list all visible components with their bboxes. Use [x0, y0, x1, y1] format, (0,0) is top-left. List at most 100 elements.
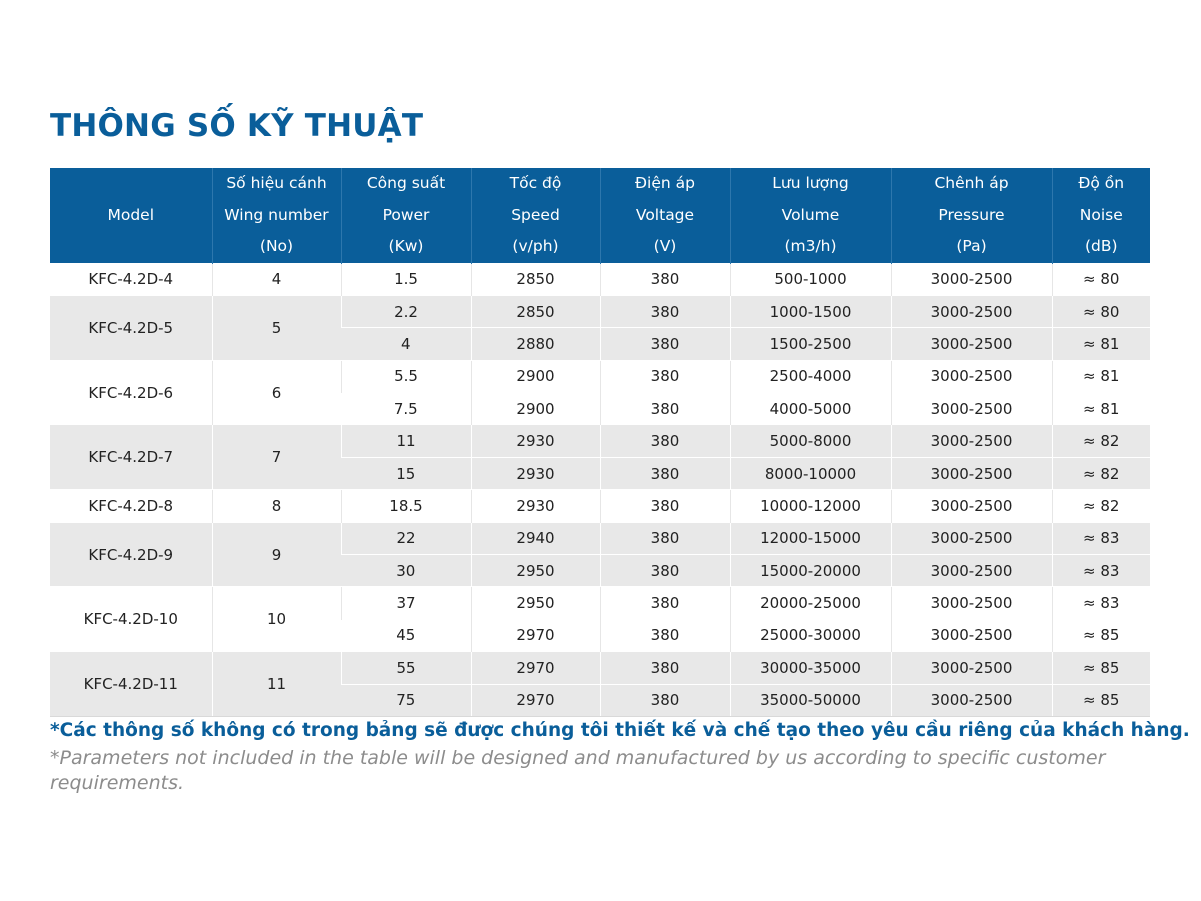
voltage-cell: 380 [599, 521, 730, 555]
speed-cell: 2970 [470, 618, 600, 652]
volume-cell: 5000-8000 [729, 424, 891, 458]
pressure-cell: 3000-2500 [890, 327, 1052, 361]
power-cell: 75 [341, 683, 471, 717]
power-cell: 7.5 [341, 392, 471, 425]
header-volume: Lưu lượng Volume (m3/h) [729, 168, 891, 263]
wing-number-cell: 4 [211, 262, 341, 296]
wing-number-cell: 10 [211, 586, 341, 652]
note-english: *Parameters not included in the table wi… [50, 747, 1106, 794]
header-line: Voltage [635, 205, 695, 224]
table-row: KFC-4.2D-6 6 5.5 2900 380 2500-4000 3000-2500 ≈… [50, 359, 1150, 425]
table-row: 15 2930 380 8000-10000 3000-2500 ≈ 82 [50, 456, 1150, 490]
model-group: KFC-4.2D-8 8 18.5 2930 380 10000-12000 3000-25… [50, 489, 1150, 523]
noise-cell: ≈ 81 [1051, 327, 1150, 361]
model-cell: KFC-4.2D-8 [50, 489, 212, 523]
volume-cell: 1500-2500 [729, 327, 891, 361]
model-group: KFC-4.2D-9 9 22 2940 380 12000-15000 3000-2500… [50, 521, 1150, 587]
table-row: 4 2880 380 1500-2500 3000-2500 ≈ 81 [50, 327, 1150, 361]
model-group: KFC-4.2D-10 10 37 2950 380 20000-25000 3000-25… [50, 586, 1150, 652]
volume-cell: 500-1000 [729, 262, 891, 296]
noise-cell: ≈ 81 [1051, 359, 1150, 393]
header-line: Công suất [366, 174, 446, 192]
header-line: Pressure [938, 205, 1005, 224]
voltage-cell: 380 [599, 456, 730, 490]
noise-cell: ≈ 85 [1051, 651, 1150, 685]
speed-cell: 2970 [470, 651, 600, 685]
model-group: KFC-4.2D-6 6 5.5 2900 380 2500-4000 3000-2500 ≈… [50, 359, 1150, 425]
table-row: 75 2970 380 35000-50000 3000-2500 ≈ 85 [50, 683, 1150, 717]
power-cell: 11 [340, 424, 471, 458]
power-cell: 30 [341, 554, 471, 587]
voltage-cell: 380 [599, 586, 730, 620]
wing-number-cell: 7 [211, 424, 341, 490]
header-line: (V) [653, 237, 677, 255]
model-cell: KFC-4.2D-9 [50, 521, 212, 587]
voltage-cell: 380 [599, 651, 730, 685]
power-cell: 2.2 [340, 294, 471, 328]
model-cell: KFC-4.2D-5 [50, 294, 212, 361]
speed-cell: 2930 [470, 424, 600, 458]
table-row: KFC-4.2D-10 10 37 2950 380 20000-25000 3000-25… [50, 586, 1150, 652]
header-noise: Độ ồn Noise (dB) [1051, 168, 1150, 263]
table-row: 7.5 2900 380 4000-5000 3000-2500 ≈ 81 [50, 392, 1150, 425]
pressure-cell: 3000-2500 [890, 489, 1052, 523]
volume-cell: 4000-5000 [729, 392, 891, 425]
noise-cell: ≈ 82 [1051, 424, 1150, 458]
model-cell: KFC-4.2D-7 [50, 424, 212, 490]
header-line: (v/ph) [512, 237, 559, 255]
speed-cell: 2850 [470, 294, 600, 328]
noise-cell: ≈ 80 [1051, 262, 1150, 296]
wing-number-cell: 11 [211, 651, 341, 717]
pressure-cell: 3000-2500 [890, 456, 1052, 490]
volume-cell: 30000-35000 [729, 651, 891, 685]
noise-cell: ≈ 85 [1051, 618, 1150, 652]
header-line: Chênh áp [934, 174, 1009, 192]
noise-cell: ≈ 83 [1051, 521, 1150, 555]
speed-cell: 2850 [470, 262, 600, 296]
pressure-cell: 3000-2500 [890, 294, 1052, 328]
header-speed: Tốc độ Speed (v/ph) [470, 168, 600, 263]
voltage-cell: 380 [599, 424, 730, 458]
voltage-cell: 380 [599, 294, 730, 328]
volume-cell: 20000-25000 [729, 586, 891, 620]
speed-cell: 2900 [470, 392, 600, 425]
header-line: Độ ồn [1078, 174, 1125, 192]
pressure-cell: 3000-2500 [890, 683, 1052, 717]
model-group: KFC-4.2D-5 5 2.2 2850 380 1000-1500 3000-2500 ≈… [50, 294, 1150, 361]
volume-cell: 12000-15000 [729, 521, 891, 555]
header-model: Model [50, 168, 212, 263]
speed-cell: 2970 [470, 683, 600, 717]
voltage-cell: 380 [599, 554, 730, 587]
voltage-cell: 380 [599, 359, 730, 393]
volume-cell: 25000-30000 [729, 618, 891, 652]
header-line: (Kw) [388, 237, 424, 255]
noise-cell: ≈ 82 [1051, 456, 1150, 490]
header-line: Power [382, 205, 430, 224]
power-cell: 55 [340, 651, 471, 685]
power-cell: 45 [341, 618, 471, 652]
table-row: KFC-4.2D-11 11 55 2970 380 30000-35000 3000-25… [50, 651, 1150, 717]
header-line: (m3/h) [784, 237, 837, 255]
table-row: KFC-4.2D-8 8 18.5 2930 380 10000-12000 3000-25… [50, 489, 1150, 523]
model-group: KFC-4.2D-4 4 1.5 2850 380 500-1000 3000-2500 ≈ … [50, 262, 1150, 296]
table-header: Model Số hiệu cánh Wing number (No) Công suấ… [50, 168, 1150, 263]
volume-cell: 35000-50000 [729, 683, 891, 717]
pressure-cell: 3000-2500 [890, 618, 1052, 652]
header-power: Công suất Power (Kw) [340, 168, 471, 263]
header-voltage: Điện áp Voltage (V) [599, 168, 730, 263]
model-cell: KFC-4.2D-11 [50, 651, 212, 717]
volume-cell: 15000-20000 [729, 554, 891, 587]
header-line: Wing number [224, 205, 329, 224]
noise-cell: ≈ 80 [1051, 294, 1150, 328]
power-cell: 37 [340, 586, 471, 620]
voltage-cell: 380 [599, 618, 730, 652]
speed-cell: 2940 [470, 521, 600, 555]
wing-number-cell: 6 [211, 359, 341, 425]
model-cell: KFC-4.2D-10 [50, 586, 212, 652]
model-cell: KFC-4.2D-4 [50, 262, 212, 296]
header-line: Số hiệu cánh [226, 174, 327, 192]
pressure-cell: 3000-2500 [890, 359, 1052, 393]
note-vietnamese: *Các thông số không có trong bảng sẽ đượ… [50, 720, 1190, 741]
model-group: KFC-4.2D-11 11 55 2970 380 30000-35000 3000-25… [50, 651, 1150, 717]
header-line: Điện áp [635, 174, 695, 192]
